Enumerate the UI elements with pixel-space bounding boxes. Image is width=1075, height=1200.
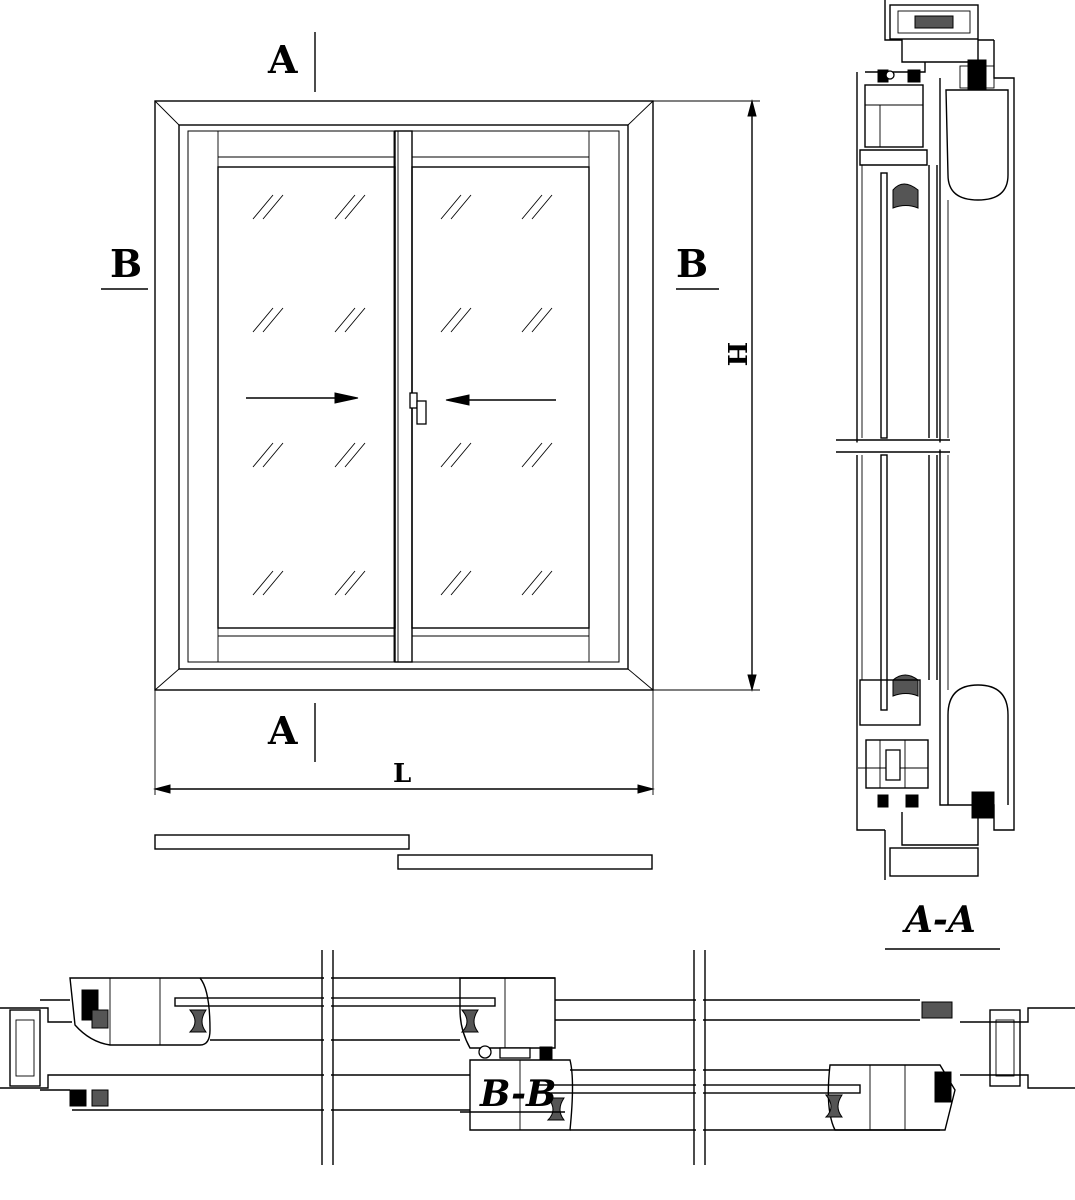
- outer-frame: [154, 100, 654, 691]
- right-sash-plan-bar: [397, 854, 653, 870]
- glass-hatch-line: [531, 307, 553, 333]
- length-label: L: [393, 759, 411, 789]
- vertical-section-title: A-A: [902, 899, 976, 941]
- glass-hatch-line: [450, 442, 472, 468]
- glass-hatch-line: [252, 194, 274, 220]
- glass-hatch-line: [262, 307, 284, 333]
- glass-hatch-line: [334, 194, 356, 220]
- glass-hatch-line: [344, 570, 366, 596]
- glass-hatch-line: [450, 194, 472, 220]
- glass-hatch-line: [450, 570, 472, 596]
- glass-hatch-line: [262, 194, 284, 220]
- left-sash-plan-bar: [154, 834, 410, 850]
- height-label: H: [721, 342, 751, 367]
- glass-hatch-line: [521, 570, 543, 596]
- glass-hatch-line: [344, 194, 366, 220]
- glass-hatch-line: [521, 194, 543, 220]
- glass-hatch-line: [531, 570, 553, 596]
- glass-hatch-line: [334, 307, 356, 333]
- glass-hatch-line: [440, 307, 462, 333]
- glass-hatch-line: [450, 307, 472, 333]
- glass-hatch-line: [531, 442, 553, 468]
- section-marker-a-bottom: A: [267, 708, 298, 753]
- frame-inner-edge: [178, 124, 629, 670]
- glass-hatch-marks: [252, 194, 553, 596]
- section-marker-a-top: A: [267, 37, 298, 82]
- glass-hatch-line: [521, 307, 543, 333]
- section-marker-b-left: B: [110, 241, 142, 286]
- glass-hatch-line: [252, 570, 274, 596]
- glass-hatch-line: [531, 194, 553, 220]
- glass-hatch-line: [252, 307, 274, 333]
- sliding-direction-arrows: [246, 392, 556, 406]
- glass-hatch-line: [252, 442, 274, 468]
- glass-hatch-line: [521, 442, 543, 468]
- glass-hatch-line: [344, 442, 366, 468]
- glass-hatch-line: [440, 194, 462, 220]
- window-elevation: A A B B H L: [101, 32, 760, 870]
- glass-hatch-line: [334, 442, 356, 468]
- horizontal-section-title: B-B: [479, 1073, 556, 1115]
- section-marker-b-right: B: [676, 241, 708, 286]
- left-sash: [187, 130, 399, 663]
- right-sash-glass: [411, 166, 590, 629]
- glass-hatch-line: [262, 570, 284, 596]
- length-dimension: L: [153, 690, 655, 795]
- right-sash: [393, 130, 620, 663]
- height-dimension: H: [653, 99, 760, 692]
- glass-hatch-line: [262, 442, 284, 468]
- sash-handle: [409, 392, 427, 425]
- glass-hatch-line: [440, 442, 462, 468]
- glass-hatch-line: [344, 307, 366, 333]
- vertical-section-a-a: A-A: [836, 0, 1015, 950]
- inner-frame: [187, 130, 620, 663]
- glass-hatch-line: [334, 570, 356, 596]
- glass-hatch-line: [440, 570, 462, 596]
- horizontal-section-b-b: B-B: [0, 950, 1075, 1165]
